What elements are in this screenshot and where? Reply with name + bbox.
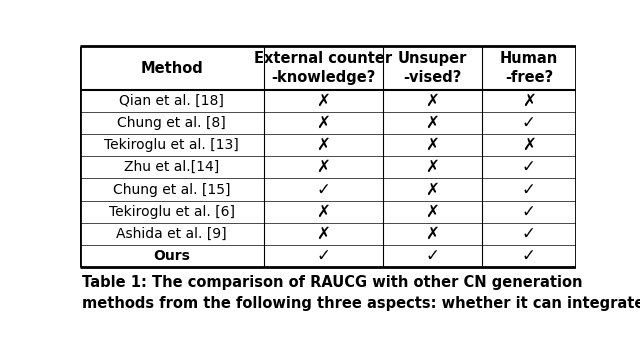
Text: ✓: ✓ <box>522 225 536 243</box>
Text: ✗: ✗ <box>316 92 330 110</box>
Text: ✗: ✗ <box>522 136 536 154</box>
Text: Zhu et al.[14]: Zhu et al.[14] <box>124 160 220 174</box>
Text: Ashida et al. [9]: Ashida et al. [9] <box>116 227 227 241</box>
Text: Method: Method <box>140 61 203 76</box>
Text: ✗: ✗ <box>316 158 330 176</box>
Text: ✗: ✗ <box>425 180 439 199</box>
Text: ✗: ✗ <box>425 92 439 110</box>
Text: ✓: ✓ <box>522 203 536 221</box>
Text: ✗: ✗ <box>522 92 536 110</box>
Text: ✗: ✗ <box>316 203 330 221</box>
Text: Human
-free?: Human -free? <box>500 51 558 85</box>
Text: methods from the following three aspects: whether it can integrate: methods from the following three aspects… <box>83 296 640 311</box>
Text: Tekiroglu et al. [13]: Tekiroglu et al. [13] <box>104 138 239 152</box>
Text: ✓: ✓ <box>316 180 330 199</box>
Text: ✗: ✗ <box>425 225 439 243</box>
Text: ✗: ✗ <box>425 136 439 154</box>
Text: Ours: Ours <box>154 249 190 263</box>
Text: ✗: ✗ <box>316 114 330 132</box>
Text: ✓: ✓ <box>522 247 536 265</box>
Text: ✗: ✗ <box>425 114 439 132</box>
Text: ✓: ✓ <box>522 158 536 176</box>
Text: Unsuper
-vised?: Unsuper -vised? <box>397 51 467 85</box>
Text: Qian et al. [18]: Qian et al. [18] <box>119 94 224 108</box>
Text: Table 1: The comparison of RAUCG with other CN generation: Table 1: The comparison of RAUCG with ot… <box>83 275 583 290</box>
Text: ✗: ✗ <box>425 158 439 176</box>
Text: ✗: ✗ <box>316 225 330 243</box>
Text: ✓: ✓ <box>316 247 330 265</box>
Text: Tekiroglu et al. [6]: Tekiroglu et al. [6] <box>109 205 235 219</box>
Text: ✗: ✗ <box>425 203 439 221</box>
Text: Chung et al. [8]: Chung et al. [8] <box>117 116 226 130</box>
Text: ✓: ✓ <box>522 114 536 132</box>
Text: ✓: ✓ <box>425 247 439 265</box>
Text: Chung et al. [15]: Chung et al. [15] <box>113 183 230 196</box>
Text: ✗: ✗ <box>316 136 330 154</box>
Text: ✓: ✓ <box>522 180 536 199</box>
Text: External counter
-knowledge?: External counter -knowledge? <box>254 51 392 85</box>
